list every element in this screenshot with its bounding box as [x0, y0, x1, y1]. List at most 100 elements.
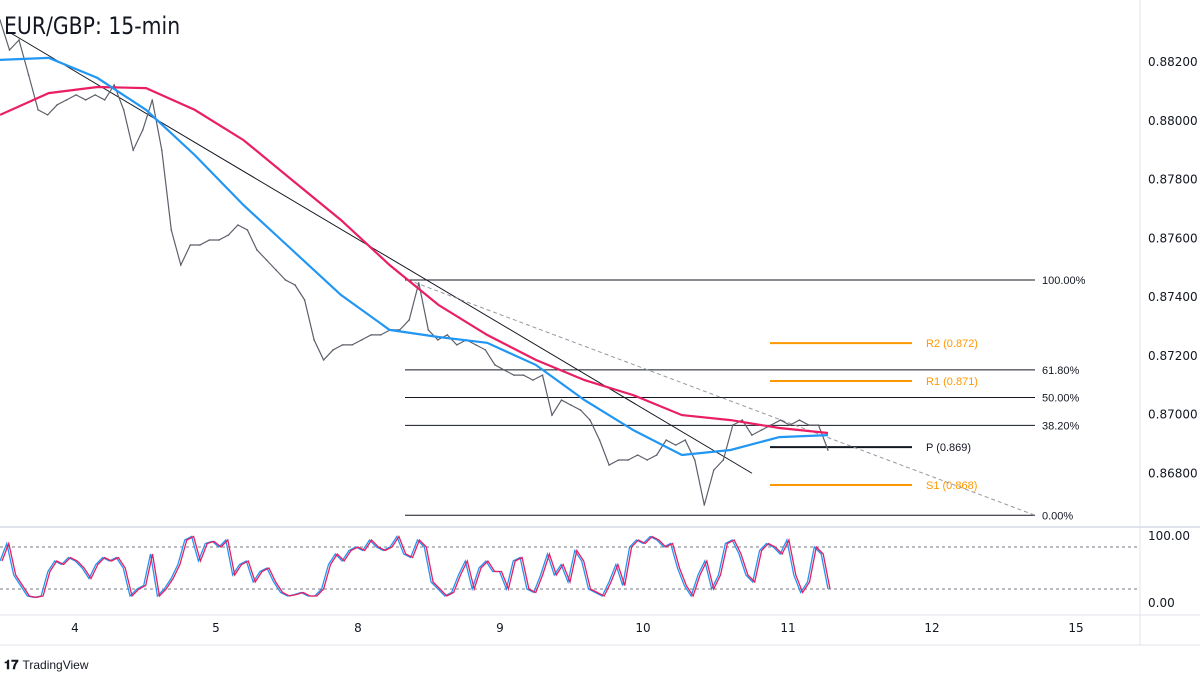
price-point	[18, 39, 20, 41]
price-point	[817, 424, 820, 426]
x-tick-label: 8	[354, 621, 362, 635]
price-point	[8, 49, 11, 51]
price-point	[456, 344, 458, 346]
x-tick-label: 11	[780, 621, 795, 635]
x-tick-label: 12	[924, 621, 939, 635]
pivot-label: R1 (0.871)	[926, 376, 978, 388]
price-point	[75, 94, 77, 96]
fib-level-label: 100.00%	[1042, 275, 1086, 287]
price-point	[712, 469, 715, 471]
price-point	[570, 404, 572, 406]
price-point	[655, 454, 658, 456]
pivot-label: P (0.869)	[926, 442, 971, 454]
price-point	[227, 234, 230, 236]
price-point	[827, 449, 829, 451]
price-point	[722, 459, 725, 461]
price-point	[598, 439, 601, 441]
price-point	[351, 344, 353, 346]
price-point	[808, 424, 810, 426]
price-point	[294, 284, 296, 286]
price-point	[551, 414, 553, 416]
price-point	[494, 364, 496, 366]
price-point	[151, 99, 154, 101]
price-point	[522, 374, 525, 376]
price-point	[122, 109, 125, 111]
price-point	[141, 129, 144, 131]
tradingview-brand[interactable]: 𝟏𝟕 TradingView	[4, 657, 89, 673]
price-point	[37, 109, 39, 111]
fib-level-label: 0.00%	[1042, 510, 1073, 522]
oscillator-line	[1, 535, 831, 599]
price-point	[789, 424, 791, 426]
pivot-label: R2 (0.872)	[926, 338, 978, 350]
chart-title: EUR/GBP: 15-min	[4, 12, 181, 40]
trendline	[9, 32, 753, 474]
price-point	[56, 104, 58, 106]
price-point	[436, 339, 439, 341]
price-point	[189, 244, 192, 246]
price-point	[170, 229, 173, 231]
price-point	[541, 374, 544, 376]
oscillator-line	[0, 535, 829, 599]
fib-level-label: 38.20%	[1042, 420, 1080, 432]
y-tick-label: 0.87000	[1148, 408, 1198, 422]
price-point	[741, 419, 744, 421]
brand-name: TradingView	[22, 658, 89, 672]
price-point	[627, 459, 629, 461]
price-point	[27, 74, 30, 76]
y-tick-label: 0.87600	[1148, 231, 1198, 245]
price-point	[360, 339, 363, 341]
fib-level-label: 61.80%	[1042, 365, 1080, 377]
price-point	[332, 349, 334, 351]
price-point	[370, 334, 372, 336]
pivot-label: S1 (0.868)	[926, 480, 977, 492]
price-point	[665, 439, 668, 441]
price-point	[379, 334, 382, 336]
price-point	[160, 149, 163, 151]
oscillator-tick-label: 100.00	[1148, 529, 1190, 543]
price-point	[180, 264, 182, 266]
price-point	[84, 99, 87, 101]
price-point	[779, 419, 782, 421]
price-point	[341, 344, 344, 346]
price-point	[503, 369, 506, 371]
price-point	[0, 19, 1, 21]
y-tick-label: 0.87800	[1148, 173, 1198, 187]
price-point	[646, 459, 648, 461]
x-tick-label: 5	[212, 621, 220, 635]
y-tick-label: 0.86800	[1148, 466, 1198, 480]
price-point	[246, 229, 249, 231]
price-point	[46, 114, 49, 116]
price-point	[113, 84, 116, 86]
price-point	[579, 409, 582, 411]
price-point	[427, 329, 430, 331]
price-point	[636, 454, 639, 456]
price-point	[484, 349, 487, 351]
price-point	[322, 359, 325, 361]
price-point	[65, 99, 68, 101]
y-tick-label: 0.88200	[1148, 55, 1198, 69]
price-point	[693, 459, 696, 461]
price-point	[446, 334, 449, 336]
price-point	[313, 339, 315, 341]
tradingview-logo: 𝟏𝟕	[4, 657, 19, 672]
price-point	[617, 459, 620, 461]
series-price	[0, 19, 829, 506]
price-point	[265, 259, 268, 261]
x-tick-label: 10	[635, 621, 650, 635]
price-point	[199, 244, 201, 246]
price-point	[94, 94, 96, 96]
y-tick-label: 0.87200	[1148, 349, 1198, 363]
price-point	[256, 249, 258, 251]
price-point	[798, 419, 801, 421]
price-point	[417, 282, 420, 284]
price-point	[751, 434, 753, 436]
price-point	[560, 399, 563, 401]
price-point	[475, 344, 477, 346]
price-point	[684, 439, 687, 441]
x-tick-label: 9	[496, 621, 504, 635]
price-point	[674, 444, 677, 446]
price-point	[589, 419, 591, 421]
